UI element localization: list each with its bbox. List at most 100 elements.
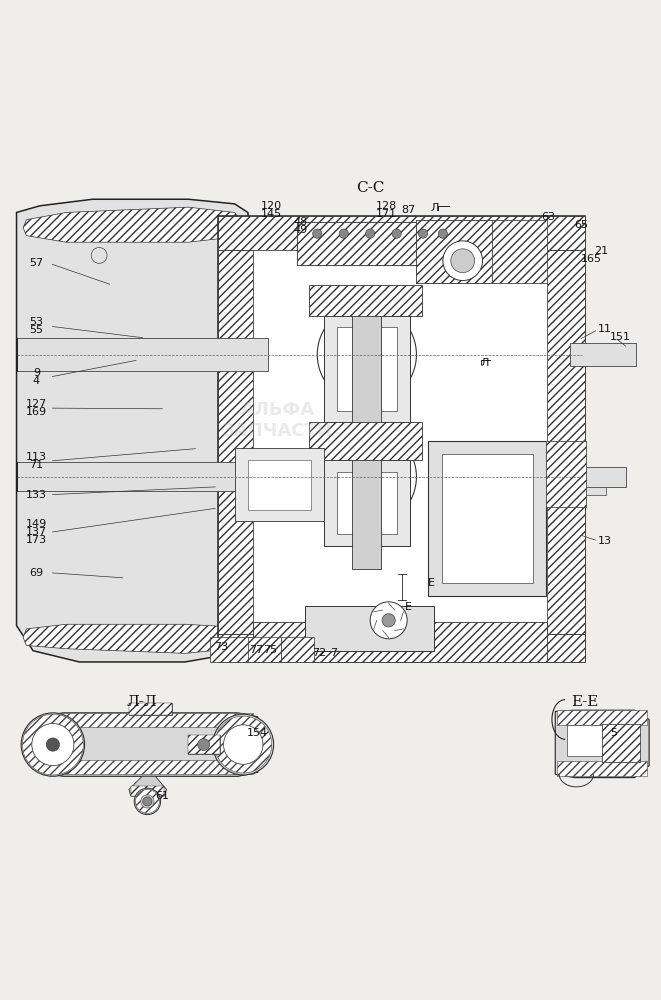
Wedge shape [136, 790, 159, 813]
Text: 171: 171 [376, 209, 397, 219]
Text: 87: 87 [401, 205, 416, 215]
Text: АЛЬФА
ЗАПЧАСТИ: АЛЬФА ЗАПЧАСТИ [222, 401, 333, 440]
Text: 7: 7 [330, 648, 337, 658]
Text: 165: 165 [581, 254, 602, 264]
Bar [557, 710, 647, 725]
Bar [218, 634, 585, 662]
Text: 73: 73 [214, 642, 229, 652]
Text: 53: 53 [29, 317, 44, 327]
Bar [492, 220, 547, 283]
Bar [416, 220, 506, 283]
Circle shape [198, 739, 210, 751]
Text: E: E [428, 578, 435, 588]
Text: 69: 69 [29, 568, 44, 578]
Text: 151: 151 [609, 332, 631, 342]
Circle shape [134, 788, 161, 815]
Wedge shape [215, 716, 272, 773]
Bar [546, 441, 586, 507]
Bar [547, 250, 585, 634]
Bar [570, 343, 636, 366]
Bar [602, 724, 640, 762]
Circle shape [384, 490, 399, 505]
Circle shape [317, 427, 416, 526]
Bar [416, 220, 506, 283]
Circle shape [365, 438, 379, 453]
Bar [45, 713, 253, 727]
Bar [129, 703, 172, 715]
Circle shape [498, 229, 507, 238]
Bar [45, 760, 253, 774]
Text: 4: 4 [33, 376, 40, 386]
Bar [570, 467, 626, 487]
Bar [188, 735, 220, 754]
Text: 49: 49 [293, 225, 308, 235]
Circle shape [143, 797, 152, 806]
Polygon shape [129, 776, 167, 796]
Text: 48: 48 [293, 217, 308, 227]
Bar [188, 735, 220, 754]
Bar [248, 460, 311, 510]
Circle shape [443, 241, 483, 281]
Text: 154: 154 [247, 728, 268, 738]
Text: 71: 71 [29, 460, 44, 470]
Bar [218, 216, 585, 662]
Circle shape [342, 452, 392, 502]
Circle shape [317, 305, 416, 404]
Bar [546, 441, 586, 507]
Bar [297, 222, 469, 265]
Bar [17, 338, 268, 371]
Circle shape [32, 723, 74, 766]
Circle shape [329, 336, 344, 351]
Bar [248, 637, 281, 662]
Text: 55: 55 [29, 325, 44, 335]
Circle shape [213, 714, 274, 775]
Text: 21: 21 [594, 246, 609, 256]
Text: 128: 128 [376, 201, 397, 211]
Circle shape [342, 329, 392, 380]
Circle shape [339, 229, 348, 238]
Text: С-С: С-С [356, 181, 384, 195]
Circle shape [223, 725, 263, 764]
Bar [218, 250, 253, 634]
Circle shape [537, 229, 547, 238]
Bar [253, 622, 547, 662]
Text: Е-Е: Е-Е [571, 695, 599, 709]
Bar [17, 462, 268, 491]
Polygon shape [555, 710, 649, 778]
Text: 133: 133 [26, 490, 47, 500]
Text: 9: 9 [33, 368, 40, 378]
Circle shape [344, 442, 358, 456]
Circle shape [365, 379, 379, 393]
Text: 149: 149 [26, 519, 47, 529]
Circle shape [418, 229, 428, 238]
Bar [567, 725, 605, 756]
Bar [337, 327, 397, 411]
Bar [218, 216, 585, 250]
Bar [492, 220, 547, 283]
Text: 75: 75 [262, 645, 277, 655]
Text: 5: 5 [610, 728, 617, 738]
Text: 169: 169 [26, 407, 47, 417]
Wedge shape [22, 714, 83, 775]
Polygon shape [23, 207, 241, 242]
Circle shape [344, 497, 358, 512]
Bar [557, 761, 647, 776]
Bar [281, 637, 314, 662]
Circle shape [344, 375, 358, 390]
Text: 65: 65 [574, 220, 589, 230]
Text: 120: 120 [260, 201, 282, 211]
Circle shape [313, 229, 322, 238]
Bar [324, 460, 410, 546]
Bar [337, 472, 397, 534]
Text: 13: 13 [598, 536, 612, 546]
Bar [235, 448, 324, 521]
Text: Л: Л [431, 203, 439, 213]
Bar [305, 606, 434, 651]
Circle shape [365, 316, 379, 330]
Circle shape [329, 358, 344, 373]
Bar [297, 222, 469, 265]
Bar [210, 637, 250, 662]
Text: 113: 113 [26, 452, 47, 462]
Circle shape [438, 229, 447, 238]
Circle shape [365, 501, 379, 516]
